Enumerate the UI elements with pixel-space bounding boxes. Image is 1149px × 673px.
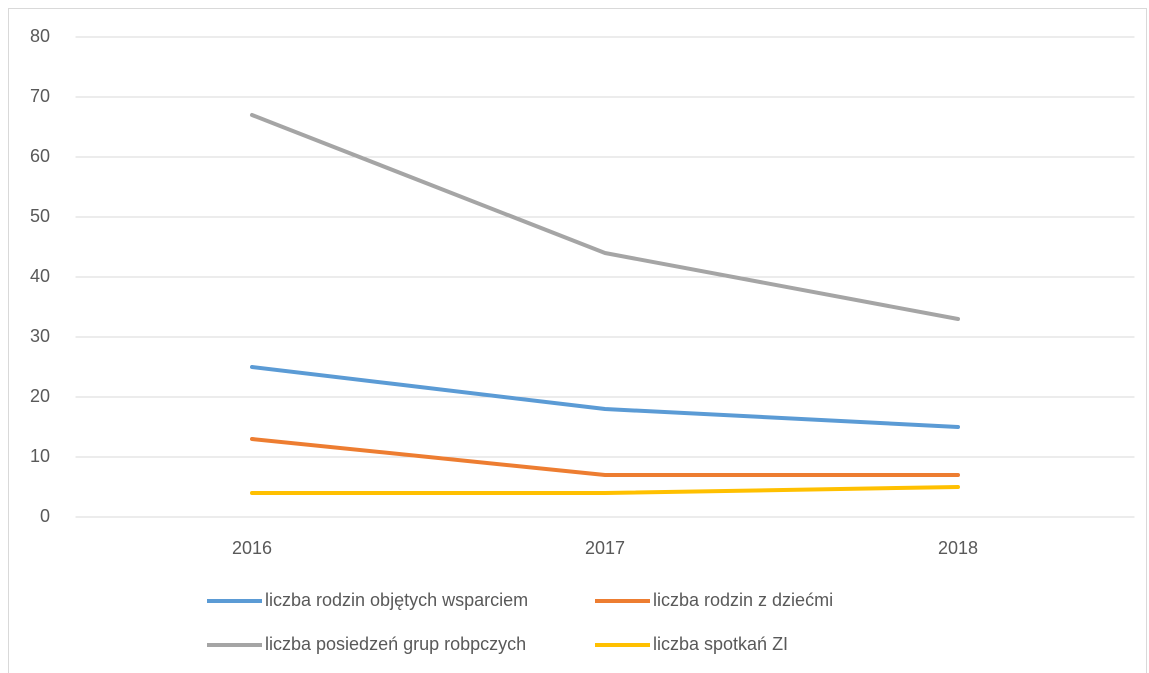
- y-tick-label: 70: [30, 86, 50, 106]
- y-tick-label: 60: [30, 146, 50, 166]
- y-tick-label: 80: [30, 26, 50, 46]
- y-tick-label: 10: [30, 446, 50, 466]
- legend-label: liczba spotkań ZI: [653, 634, 788, 654]
- y-tick-label: 30: [30, 326, 50, 346]
- x-tick-label: 2017: [585, 538, 625, 558]
- series-line: [250, 485, 960, 495]
- series-line: [250, 437, 960, 477]
- y-tick-label: 50: [30, 206, 50, 226]
- x-tick-label: 2016: [232, 538, 272, 558]
- legend-label: liczba rodzin objętych wsparciem: [265, 590, 528, 610]
- legend-label: liczba posiedzeń grup robpczych: [265, 634, 526, 654]
- y-tick-label: 0: [40, 506, 50, 526]
- y-tick-label: 40: [30, 266, 50, 286]
- legend-label: liczba rodzin z dziećmi: [653, 590, 833, 610]
- series-line: [250, 365, 960, 429]
- series-line: [250, 113, 960, 321]
- chart-border: [8, 8, 1147, 673]
- x-tick-label: 2018: [938, 538, 978, 558]
- y-tick-label: 20: [30, 386, 50, 406]
